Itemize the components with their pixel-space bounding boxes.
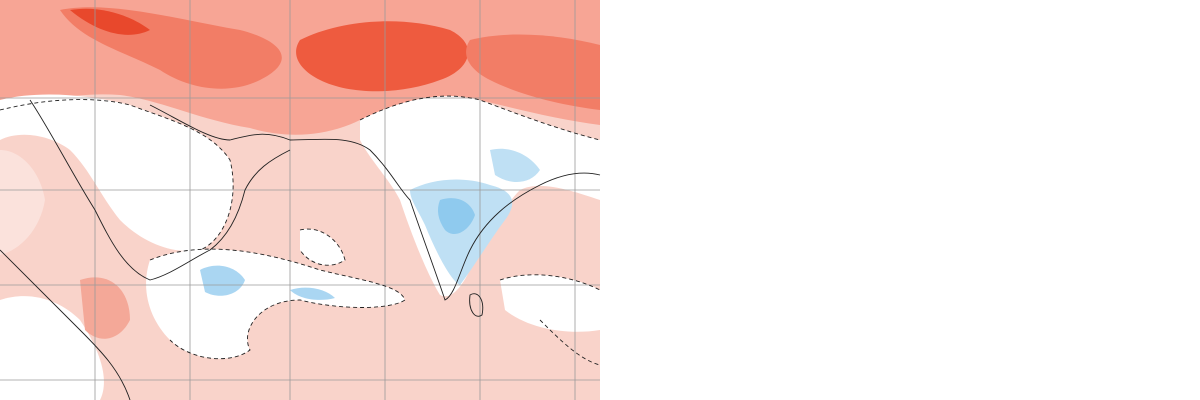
- hot-area: [296, 21, 469, 92]
- hot-spot: [70, 8, 150, 35]
- cool-area: [290, 287, 335, 300]
- contour: [539, 319, 601, 366]
- neutral-area: [0, 150, 45, 255]
- contours: [0, 95, 601, 366]
- neutral-area: [300, 229, 345, 266]
- warm-area: [466, 34, 600, 110]
- cool-area: [200, 265, 245, 296]
- coastline: [0, 249, 131, 400]
- contour: [149, 248, 406, 360]
- graticule: [0, 0, 600, 400]
- warm-area: [80, 277, 130, 339]
- cool-area: [490, 148, 540, 182]
- contour: [499, 274, 601, 291]
- cool-spot: [437, 198, 475, 235]
- contour: [0, 99, 234, 251]
- contour: [359, 95, 601, 141]
- neutral-area: [0, 94, 234, 251]
- coastline: [149, 104, 601, 301]
- neutral-area: [0, 296, 104, 400]
- coastline: [29, 99, 291, 281]
- contour: [299, 228, 346, 266]
- anomaly-map: [0, 0, 600, 400]
- coastlines: [0, 99, 601, 400]
- coastline: [469, 293, 484, 317]
